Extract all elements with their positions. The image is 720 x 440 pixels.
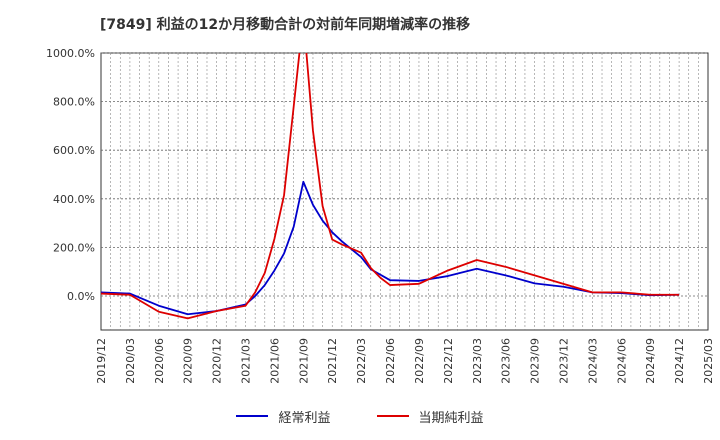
x-tick-label: 2020/03	[124, 338, 137, 384]
legend: 経常利益 当期純利益	[0, 406, 720, 426]
legend-swatch-ordinary-profit	[236, 415, 269, 417]
x-tick-label: 2019/12	[95, 338, 108, 384]
legend-label-ordinary-profit: 経常利益	[278, 410, 331, 426]
x-tick-label: 2023/09	[529, 338, 542, 384]
x-tick-label: 2021/06	[268, 338, 281, 384]
y-tick-label: 1000.0%	[46, 47, 95, 60]
x-tick-label: 2022/03	[355, 338, 368, 384]
x-tick-label: 2022/09	[413, 338, 426, 384]
y-tick-label: 200.0%	[53, 241, 95, 254]
chart-title: [7849] 利益の12か月移動合計の対前年同期増減率の推移	[100, 17, 471, 33]
x-tick-label: 2025/03	[702, 338, 715, 384]
x-tick-label: 2022/12	[442, 338, 455, 384]
y-tick-label: 800.0%	[53, 96, 95, 109]
x-tick-label: 2021/12	[326, 338, 339, 384]
series-line-1	[101, 53, 680, 320]
plot-area	[100, 52, 709, 331]
x-tick-label: 2024/03	[586, 338, 599, 384]
x-tick-label: 2021/03	[240, 338, 253, 384]
y-tick-label: 0.0%	[67, 290, 95, 303]
x-tick-label: 2020/12	[211, 338, 224, 384]
y-tick-label: 400.0%	[53, 193, 95, 206]
x-tick-label: 2023/03	[471, 338, 484, 384]
legend-swatch-net-income	[376, 415, 409, 417]
x-tick-label: 2023/12	[557, 338, 570, 384]
x-tick-label: 2020/09	[182, 338, 195, 384]
legend-item-net-income: 当期純利益	[376, 407, 484, 426]
x-tick-label: 2024/09	[644, 338, 657, 384]
x-tick-label: 2024/06	[615, 338, 628, 384]
legend-item-ordinary-profit: 経常利益	[236, 407, 331, 426]
x-tick-label: 2022/06	[384, 338, 397, 384]
x-tick-label: 2020/06	[153, 338, 166, 384]
x-tick-label: 2021/09	[297, 338, 310, 384]
x-tick-label: 2024/12	[673, 338, 686, 384]
legend-label-net-income: 当期純利益	[418, 410, 484, 426]
line-chart: 0.0% 200.0% 400.0% 600.0% 800.0% 1000.0% 2019…	[46, 47, 715, 384]
y-tick-label: 600.0%	[53, 144, 95, 157]
x-tick-label: 2023/06	[500, 338, 513, 384]
